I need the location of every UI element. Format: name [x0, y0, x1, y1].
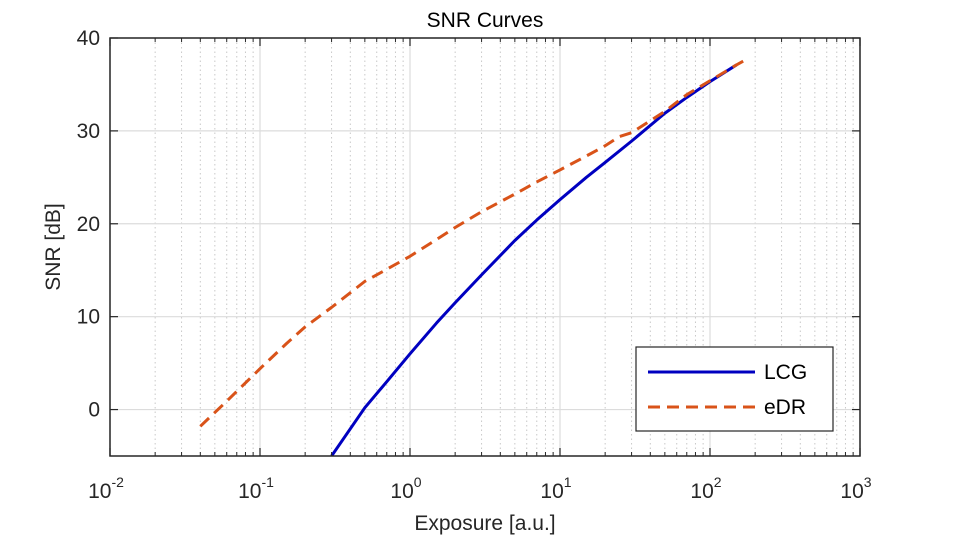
y-axis-label: SNR [dB] [42, 203, 65, 291]
series-line-lcg [330, 63, 738, 456]
plot-frame [109, 37, 861, 457]
y-tick-label: 30 [77, 120, 100, 143]
x-tick-labels: 10-2 10-1 100 101 102 103 [88, 474, 872, 503]
x-tick-label: 101 [540, 474, 571, 503]
series-line-edr [199, 57, 750, 428]
legend: LCG eDR [635, 346, 834, 432]
legend-label-edr: eDR [764, 396, 806, 419]
y-tick-labels: 0 10 20 30 40 [77, 27, 100, 422]
x-tick-label: 10-2 [88, 474, 124, 503]
x-tick-label: 102 [690, 474, 721, 503]
y-tick-label: 10 [77, 306, 100, 329]
y-tick-label: 0 [88, 399, 100, 422]
chart-title: SNR Curves [427, 9, 544, 32]
x-tick-label: 100 [390, 474, 421, 503]
x-axis-label: Exposure [a.u.] [414, 512, 555, 535]
legend-label-lcg: LCG [764, 361, 807, 384]
y-tick-label: 20 [77, 213, 100, 236]
series-layer [199, 57, 750, 456]
tick-marks [109, 37, 861, 456]
x-tick-label: 103 [840, 474, 871, 503]
y-tick-label: 40 [77, 27, 100, 50]
legend-box [635, 346, 834, 432]
x-tick-label: 10-1 [238, 474, 274, 503]
